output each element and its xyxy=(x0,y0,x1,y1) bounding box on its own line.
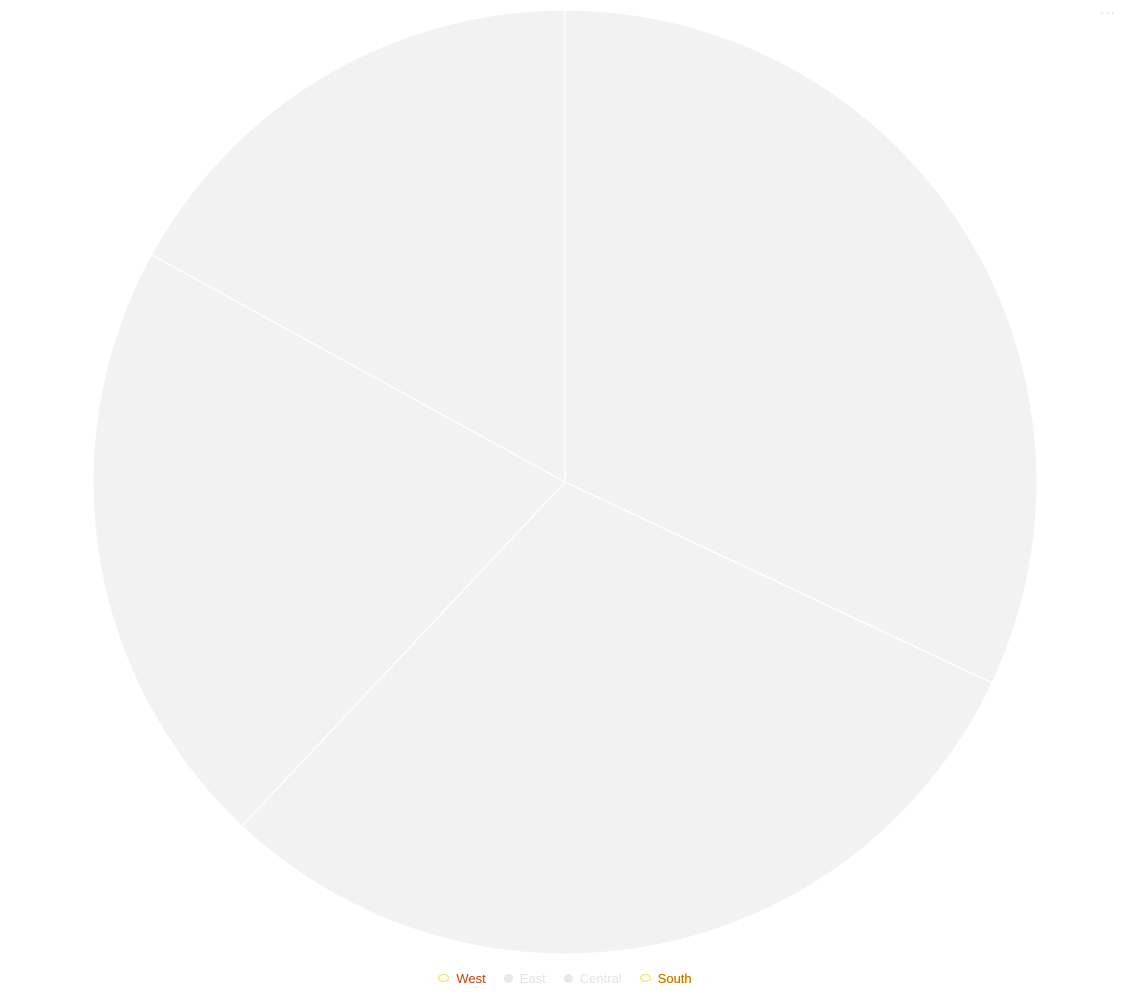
legend-item-central[interactable]: Central xyxy=(563,968,622,988)
legend-marker-west xyxy=(438,974,450,982)
legend-marker-south xyxy=(639,974,651,982)
legend-label-south: South xyxy=(657,970,692,986)
legend-label-west: West xyxy=(456,970,486,986)
pie-slice-central[interactable] xyxy=(92,253,566,827)
legend-item-west[interactable]: West xyxy=(438,968,486,988)
legend-marker-central xyxy=(563,973,573,983)
legend-label-east: East xyxy=(519,970,546,986)
more-options-icon[interactable]: ··· xyxy=(1100,5,1116,20)
legend-item-south[interactable]: South xyxy=(639,968,692,988)
pie-slice-east[interactable] xyxy=(241,481,993,955)
chart-legend: West East Central South xyxy=(0,968,1130,988)
legend-marker-east xyxy=(503,973,513,983)
legend-label-central: Central xyxy=(579,970,622,986)
legend-item-east[interactable]: East xyxy=(503,968,546,988)
pie-slice-west[interactable] xyxy=(564,9,1038,684)
pie-slice-south[interactable] xyxy=(150,9,566,484)
